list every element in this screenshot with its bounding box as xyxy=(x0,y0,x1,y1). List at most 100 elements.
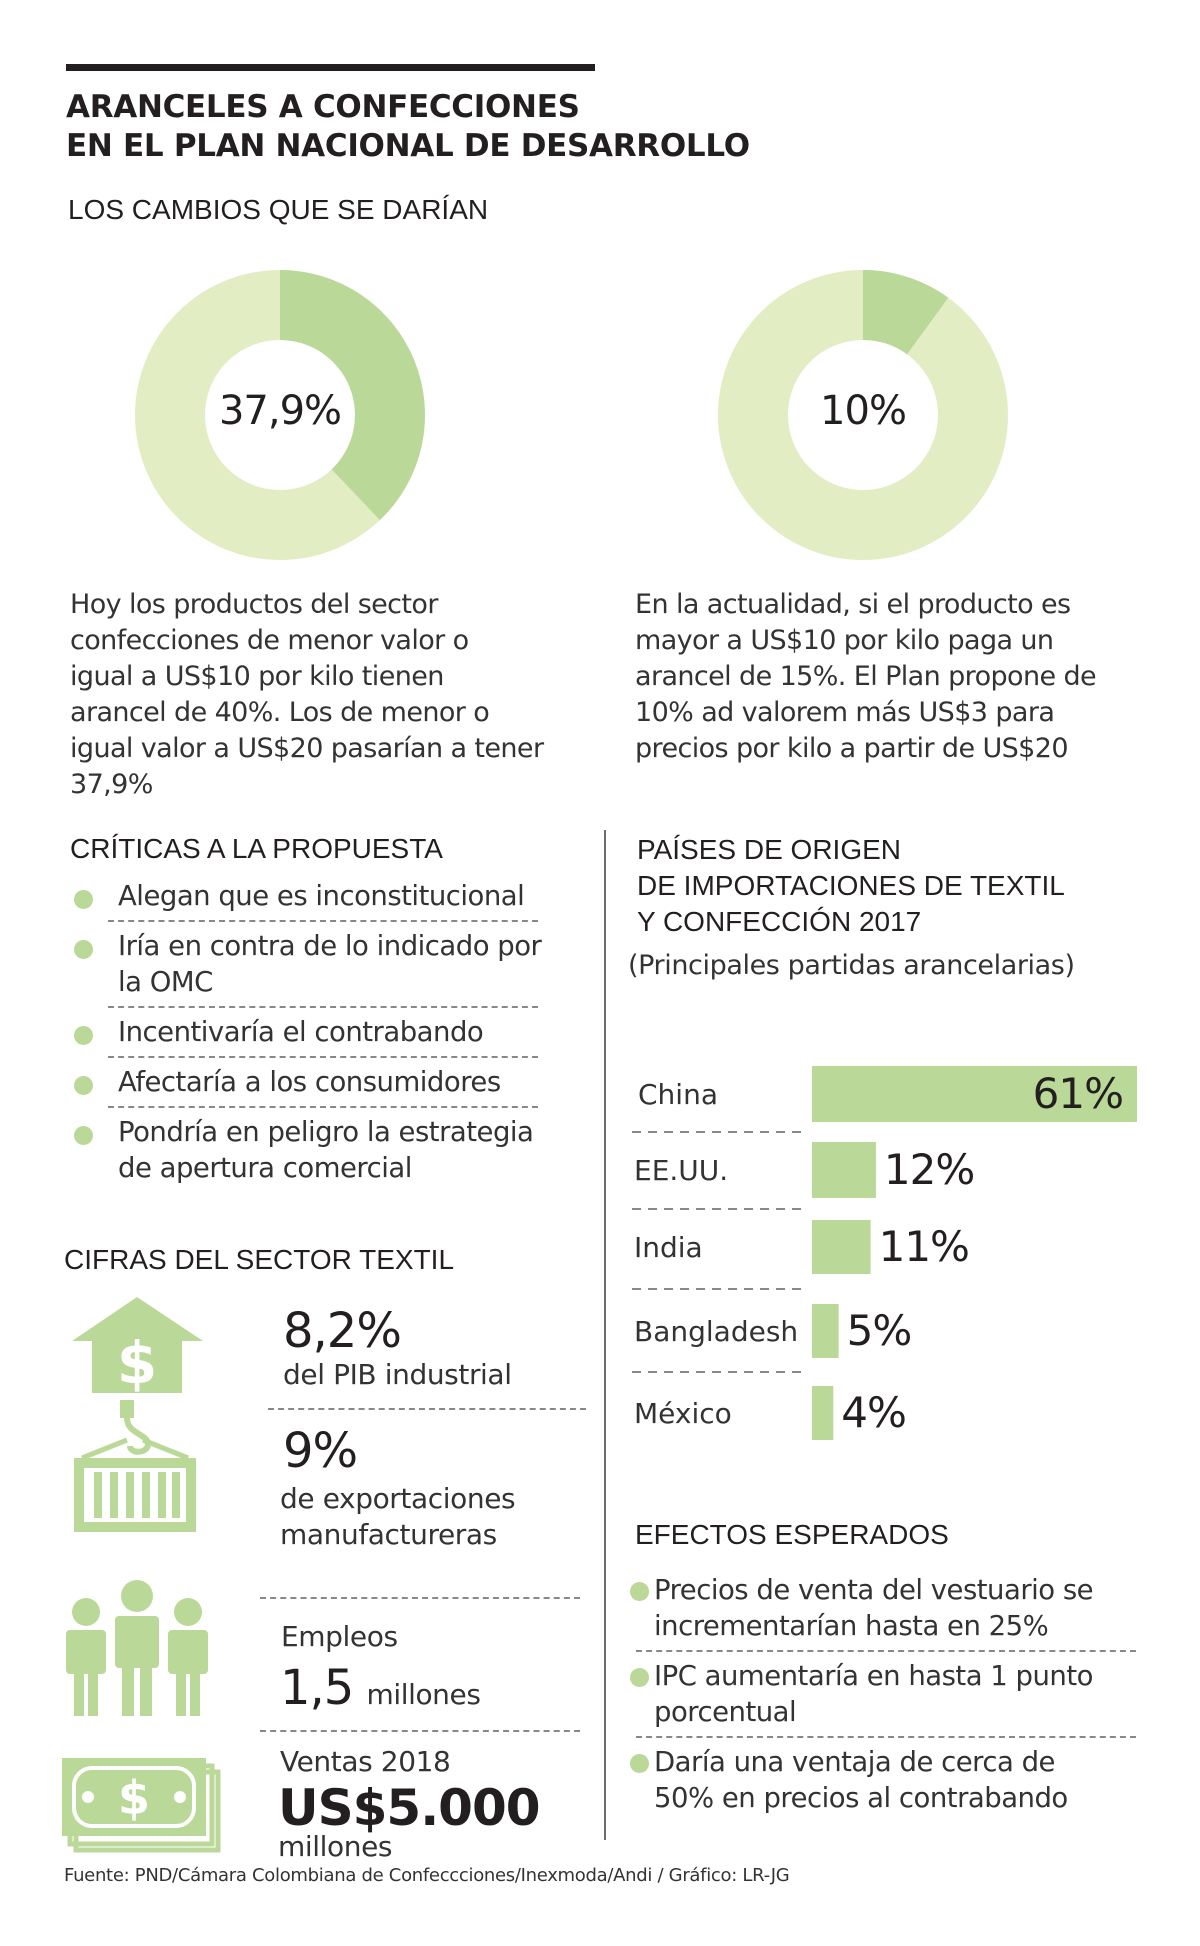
efecto-text: incrementarían hasta en 25% xyxy=(654,1610,1049,1642)
dashed-divider xyxy=(636,1736,1136,1738)
svg-text:$: $ xyxy=(118,1771,150,1825)
dashed-divider xyxy=(260,1597,580,1599)
bar-value-label: 61% xyxy=(1033,1069,1123,1118)
empleos-label: Empleos xyxy=(281,1620,398,1653)
bar-category-label: China xyxy=(638,1078,718,1111)
bar-china xyxy=(812,1066,1137,1122)
donut-1-label: 37,9% xyxy=(218,388,342,434)
bullet-dot-icon xyxy=(630,1582,649,1601)
pib-label: del PIB industrial xyxy=(283,1358,512,1391)
bullet-dot-icon xyxy=(630,1754,649,1773)
dashed-divider xyxy=(108,1056,538,1058)
export-label-1: de exportaciones xyxy=(280,1482,516,1515)
paises-title: PAÍSES DE ORIGEN DE IMPORTACIONES DE TEX… xyxy=(637,832,1065,940)
efecto-text: porcentual xyxy=(654,1696,797,1728)
bar-eeuu xyxy=(812,1142,876,1198)
change-1-line: Hoy los productos del sector xyxy=(70,589,438,620)
bar-category-label: India xyxy=(634,1231,703,1264)
dashed-divider xyxy=(268,1408,586,1410)
bar-bangladesh xyxy=(812,1304,839,1358)
critica-text: de apertura comercial xyxy=(118,1152,412,1184)
criticas-title: CRÍTICAS A LA PROPUESTA xyxy=(70,833,443,864)
people-icon xyxy=(66,1580,208,1716)
bullet-dot-icon xyxy=(74,890,93,909)
efecto-text: Precios de venta del vestuario se xyxy=(654,1574,1094,1606)
critica-text: Incentivaría el contrabando xyxy=(118,1016,484,1048)
change-2-line: mayor a US$10 por kilo paga un xyxy=(635,625,1054,656)
export-value: 9% xyxy=(283,1423,358,1479)
bar-chart-svg: China 61% EE.UU. 12% India 11% Bangladesh 5% Méx… xyxy=(632,1066,1137,1440)
bullet-dot-icon xyxy=(630,1668,649,1687)
efecto-item: Precios de venta del vestuario se increme… xyxy=(630,1572,1190,1644)
bar-value-label: 12% xyxy=(884,1145,974,1194)
efecto-item: Daría una ventaja de cerca de 50% en prec… xyxy=(630,1744,1190,1816)
bar-india xyxy=(812,1220,871,1274)
section-subtitle: LOS CAMBIOS QUE SE DARÍAN xyxy=(68,194,489,225)
bar-category-label: Bangladesh xyxy=(634,1315,798,1348)
donut-1-slice xyxy=(280,270,426,521)
empleos-stat: 1,5 millones xyxy=(280,1662,481,1714)
criticas-list: Alegan que es inconstitucional Iría en c… xyxy=(68,878,578,1186)
bar-value-label: 11% xyxy=(879,1222,969,1271)
critica-item: Afectaría a los consumidores xyxy=(68,1064,578,1100)
critica-text: la OMC xyxy=(118,966,213,998)
title-line-2: EN EL PLAN NACIONAL DE DESARROLLO xyxy=(66,128,750,164)
bar-category-label: México xyxy=(634,1397,732,1430)
ventas-value: US$5.000 xyxy=(278,1779,541,1837)
bullet-dot-icon xyxy=(74,1126,93,1145)
change-2-text: En la actualidad, si el producto es mayo… xyxy=(635,587,1175,767)
column-divider xyxy=(604,830,606,1840)
top-rule xyxy=(66,64,595,71)
critica-item: Alegan que es inconstitucional xyxy=(68,878,578,914)
change-2-line: arancel de 15%. El Plan propone de xyxy=(635,661,1097,692)
dashed-divider xyxy=(108,1006,538,1008)
paises-title-line: Y CONFECCIÓN 2017 xyxy=(637,906,922,937)
empleos-unit: millones xyxy=(366,1678,481,1711)
dashed-divider xyxy=(260,1730,580,1732)
critica-text: Iría en contra de lo indicado por xyxy=(118,930,542,962)
cifras-title: CIFRAS DEL SECTOR TEXTIL xyxy=(64,1244,455,1275)
critica-item: Pondría en peligro la estrategia de apert… xyxy=(68,1114,578,1186)
change-1-line: 37,9% xyxy=(70,769,153,800)
change-1-line: arancel de 40%. Los de menor o xyxy=(70,697,490,728)
pib-value: 8,2% xyxy=(283,1303,402,1359)
money-bills-icon: $ xyxy=(62,1758,221,1853)
bar-category-label: EE.UU. xyxy=(634,1154,728,1187)
efecto-text: 50% en precios al contrabando xyxy=(654,1782,1068,1814)
bullet-dot-icon xyxy=(74,1026,93,1045)
efecto-item: IPC aumentaría en hasta 1 punto porcentua… xyxy=(630,1658,1190,1730)
svg-text:$: $ xyxy=(117,1329,157,1395)
change-1-line: confecciones de menor valor o xyxy=(70,625,469,656)
donut-2-label: 10% xyxy=(820,388,907,434)
ventas-unit: millones xyxy=(278,1830,393,1863)
paises-subtitle: (Principales partidas arancelarias) xyxy=(628,950,1075,981)
paises-title-line: PAÍSES DE ORIGEN xyxy=(637,834,901,865)
page-title: ARANCELES A CONFECCIONES EN EL PLAN NACI… xyxy=(66,88,750,166)
critica-text: Pondría en peligro la estrategia xyxy=(118,1116,534,1148)
bullet-dot-icon xyxy=(74,940,93,959)
title-line-1: ARANCELES A CONFECCIONES xyxy=(66,89,580,125)
critica-item: Incentivaría el contrabando xyxy=(68,1014,578,1050)
efectos-title: EFECTOS ESPERADOS xyxy=(635,1519,949,1550)
change-1-line: igual a US$10 por kilo tienen xyxy=(70,661,444,692)
dashed-divider xyxy=(636,1650,1136,1652)
change-2-line: En la actualidad, si el producto es xyxy=(635,589,1071,620)
efecto-text: IPC aumentaría en hasta 1 punto xyxy=(654,1660,1093,1692)
donut-chart-1 xyxy=(135,270,426,560)
export-label-2: manufactureras xyxy=(280,1518,497,1551)
bullet-dot-icon xyxy=(74,1076,93,1095)
imports-bar-chart: China 61% EE.UU. 12% India 11% Bangladesh 5% Méx… xyxy=(620,1040,1180,1460)
bar-mxico xyxy=(812,1386,834,1440)
critica-text: Alegan que es inconstitucional xyxy=(118,880,525,912)
dashed-divider xyxy=(108,1106,538,1108)
ventas-label: Ventas 2018 xyxy=(280,1745,451,1778)
critica-text: Afectaría a los consumidores xyxy=(118,1066,501,1098)
paises-title-line: DE IMPORTACIONES DE TEXTIL xyxy=(637,870,1065,901)
dashed-divider xyxy=(108,920,538,922)
efecto-text: Daría una ventaja de cerca de xyxy=(654,1746,1055,1778)
shipping-container-icon xyxy=(74,1400,196,1532)
bar-value-label: 5% xyxy=(847,1306,912,1355)
source-note: Fuente: PND/Cámara Colombiana de Confecc… xyxy=(64,1865,790,1886)
empleos-value: 1,5 xyxy=(280,1660,354,1716)
bar-value-label: 4% xyxy=(841,1388,906,1437)
